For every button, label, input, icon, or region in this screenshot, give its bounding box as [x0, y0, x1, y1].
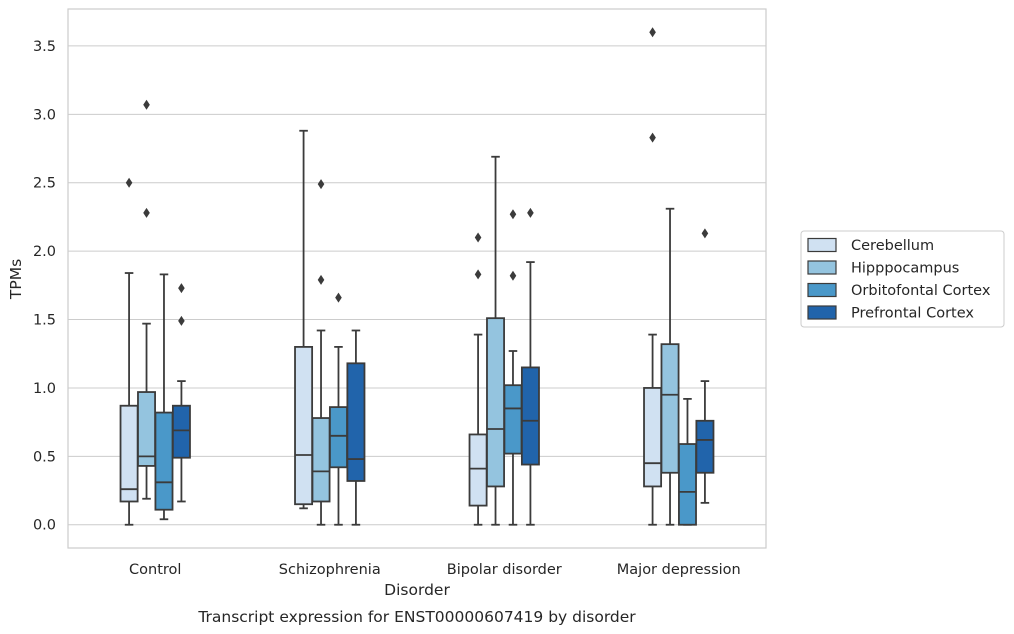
x-tick-label: Schizophrenia — [279, 562, 381, 578]
outlier-point — [317, 274, 325, 285]
outlier-point — [701, 228, 709, 239]
box-iqr — [171, 404, 191, 459]
box-cerebellum — [643, 27, 663, 526]
outlier-point — [474, 269, 482, 280]
box-hipppocampus — [486, 155, 505, 526]
legend-label: Cerebellum — [851, 238, 934, 254]
box-cerebellum — [468, 232, 488, 526]
y-tick-label: 2.0 — [33, 244, 56, 260]
box-iqr — [643, 387, 663, 488]
outlier-point — [527, 207, 534, 218]
box-groups — [119, 27, 715, 526]
y-axis-ticks: 0.0 0.5 1.0 1.5 2.0 2.5 3.0 3.5 — [33, 39, 56, 534]
x-axis-ticks: Control Schizophrenia Bipolar disorder Majo… — [129, 562, 741, 578]
box-iqr — [294, 346, 314, 506]
box-iqr — [503, 384, 523, 455]
box-cerebellum — [119, 177, 139, 526]
y-tick-label: 3.0 — [33, 107, 56, 123]
box-orbitofontal-cortex — [503, 209, 523, 526]
box-iqr — [520, 366, 540, 466]
y-tick-label: 1.0 — [33, 381, 56, 397]
x-tick-label: Bipolar disorder — [447, 562, 562, 578]
box-iqr — [695, 419, 715, 474]
box-orbitofontal-cortex — [678, 397, 697, 526]
outlier-point — [509, 209, 517, 220]
outlier-point — [178, 283, 185, 294]
outlier-point — [143, 99, 150, 110]
legend-swatch — [807, 237, 837, 253]
box-iqr — [329, 406, 348, 469]
outlier-point — [143, 207, 150, 218]
outlier-point — [178, 315, 185, 326]
box-prefrontal-cortex — [171, 283, 191, 503]
x-tick-label: Major depression — [617, 562, 741, 578]
outlier-point — [474, 232, 482, 243]
y-tick-label: 0.5 — [33, 449, 56, 465]
box-prefrontal-cortex — [346, 329, 366, 526]
box-prefrontal-cortex — [520, 207, 540, 526]
legend-label: Prefrontal Cortex — [851, 306, 974, 322]
y-axis-title: TPMs — [7, 259, 25, 300]
y-tick-label: 3.5 — [33, 39, 56, 55]
y-tick-label: 1.5 — [33, 313, 56, 329]
plot-frame — [67, 8, 767, 549]
legend-frame — [800, 230, 1005, 328]
legend-swatch — [807, 305, 837, 320]
chart-caption: Transcript expression for ENST0000060741… — [197, 608, 636, 626]
box-iqr — [311, 417, 331, 503]
outlier-point — [317, 179, 325, 190]
box-iqr — [137, 391, 156, 467]
legend: Cerebellum Hipppocampus Orbitofontal Corte… — [800, 230, 1005, 328]
outlier-point — [509, 270, 517, 281]
y-tick-label: 0.0 — [33, 518, 56, 534]
box-hipppocampus — [660, 207, 680, 526]
box-hipppocampus — [137, 99, 156, 500]
box-iqr — [678, 443, 697, 526]
box-iqr — [486, 317, 505, 488]
box-prefrontal-cortex — [695, 228, 715, 504]
box-iqr — [154, 411, 174, 511]
legend-swatch — [807, 260, 837, 275]
outlier-point — [125, 177, 133, 188]
box-orbitofontal-cortex — [329, 292, 348, 526]
x-tick-label: Control — [129, 562, 181, 578]
outlier-point — [649, 132, 656, 143]
box-iqr — [119, 404, 139, 503]
legend-swatch — [807, 282, 837, 298]
legend-label: Orbitofontal Cortex — [851, 283, 991, 299]
box-orbitofontal-cortex — [154, 273, 174, 521]
outlier-point — [649, 27, 656, 38]
box-hipppocampus — [311, 179, 331, 526]
box-cerebellum — [294, 129, 314, 510]
box-iqr — [346, 362, 366, 482]
outlier-point — [335, 292, 342, 303]
box-iqr — [660, 343, 680, 474]
box-iqr — [468, 433, 488, 507]
y-tick-label: 2.5 — [33, 176, 56, 192]
x-axis-title: Disorder — [384, 581, 450, 599]
legend-label: Hipppocampus — [851, 261, 959, 277]
